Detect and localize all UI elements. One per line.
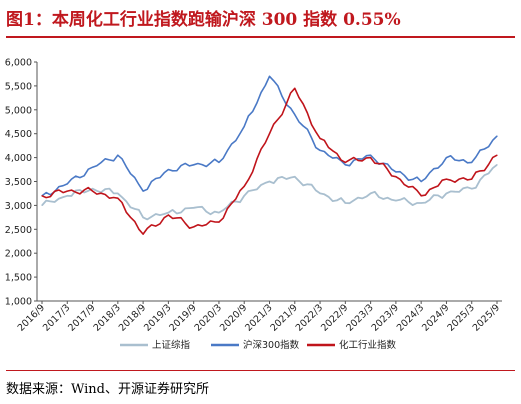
series-lines [41, 75, 498, 235]
x-tick-label: 2018/3 [92, 302, 123, 333]
csi300-line [41, 75, 498, 197]
y-tick-label: 1,000 [5, 297, 32, 308]
x-tick-label: 2020/9 [218, 302, 249, 333]
series-point [294, 113, 296, 116]
x-tick-label: 2022/3 [294, 302, 325, 333]
source-note: 数据来源：Wind、开源证券研究所 [6, 382, 209, 397]
y-tick-label: 2,500 [5, 225, 32, 236]
series-point [395, 200, 397, 202]
series-point [319, 192, 321, 195]
series-point [496, 164, 498, 166]
legend-label: 化工行业指数 [339, 339, 397, 351]
series-point [218, 221, 220, 223]
series-point [319, 149, 321, 152]
y-tick-label: 5,000 [5, 105, 32, 116]
x-tick-label: 2021/9 [268, 302, 299, 333]
series-point [142, 233, 144, 235]
series-point [445, 178, 448, 180]
series-point [496, 135, 498, 137]
series-point [268, 133, 271, 135]
series-point [395, 171, 397, 173]
x-tick-label: 2025/9 [471, 302, 502, 333]
y-tick-label: 4,500 [5, 129, 32, 140]
series-point [41, 204, 43, 206]
x-tick-label: 2023/9 [370, 302, 401, 333]
series-point [370, 154, 372, 156]
series-point [117, 154, 119, 156]
series-point [420, 202, 422, 204]
series-point [344, 164, 346, 166]
legend: 上证综指 沪深300指数 化工行业指数 [120, 339, 397, 351]
series-point [117, 197, 119, 199]
legend-label: 沪深300指数 [243, 339, 300, 351]
series-point [66, 195, 68, 197]
footer-rule [6, 370, 515, 371]
series-point [66, 183, 68, 185]
y-tick-label: 2,000 [5, 249, 32, 260]
series-point [243, 185, 245, 187]
series-point [268, 75, 271, 77]
y-axis: 1,000 1,500 2,000 2,500 3,000 3,500 4,000 4,500… [5, 58, 38, 308]
title-underline [6, 36, 515, 38]
y-tick-label: 3,000 [5, 201, 32, 212]
series-point [395, 176, 397, 178]
series-point [243, 125, 245, 128]
x-tick-label: 2025/3 [445, 302, 476, 333]
series-point [445, 157, 448, 159]
y-tick-label: 5,500 [5, 81, 32, 92]
series-point [218, 161, 220, 163]
series-point [66, 190, 68, 192]
series-point [41, 195, 43, 197]
series-point [445, 192, 448, 195]
series-point [91, 166, 94, 168]
x-tick-label: 2024/9 [420, 302, 451, 333]
legend-label: 上证综指 [152, 339, 191, 351]
x-tick-label: 2019/9 [167, 302, 198, 333]
series-point [142, 216, 144, 218]
y-tick-label: 6,000 [5, 58, 32, 69]
series-point [167, 214, 169, 216]
x-tick-label: 2022/9 [319, 302, 350, 333]
series-point [344, 161, 346, 163]
x-tick-label: 2023/3 [344, 302, 375, 333]
series-point [91, 188, 94, 190]
x-tick-label: 2024/3 [395, 302, 426, 333]
series-point [471, 178, 473, 180]
series-point [344, 202, 346, 204]
series-point [167, 211, 169, 214]
series-point [370, 157, 372, 159]
series-point [294, 87, 296, 89]
x-tick-label: 2017/9 [66, 302, 97, 333]
series-point [294, 176, 296, 178]
series-point [117, 192, 119, 195]
series-point [471, 188, 473, 190]
series-point [370, 192, 372, 195]
x-tick-label: 2017/3 [41, 302, 72, 333]
chemical-index-line [41, 87, 498, 235]
x-axis: 2016/92017/32017/92018/32018/92019/32019… [16, 300, 502, 334]
series-point [268, 180, 271, 183]
x-tick-label: 2018/9 [117, 302, 148, 333]
x-tick-label: 2020/3 [193, 302, 224, 333]
x-tick-label: 2019/3 [142, 302, 173, 333]
line-chart: 1,000 1,500 2,000 2,500 3,000 3,500 4,000 4,500… [5, 58, 502, 352]
series-point [496, 154, 498, 156]
series-point [243, 195, 245, 197]
series-point [193, 226, 195, 228]
series-point [193, 207, 195, 209]
series-point [142, 190, 144, 192]
series-point [193, 164, 195, 166]
series-point [471, 161, 473, 163]
series-point [91, 190, 94, 192]
x-tick-label: 2021/3 [243, 302, 274, 333]
y-tick-label: 1,500 [5, 273, 32, 284]
series-point [319, 137, 321, 140]
y-tick-label: 4,000 [5, 153, 32, 164]
page-title: 图1：本周化工行业指数跑输沪深 300 指数 0.55% [6, 10, 401, 30]
series-point [167, 168, 169, 171]
y-tick-label: 3,500 [5, 177, 32, 188]
series-point [420, 195, 422, 197]
series-point [420, 180, 422, 183]
series-point [218, 211, 220, 214]
